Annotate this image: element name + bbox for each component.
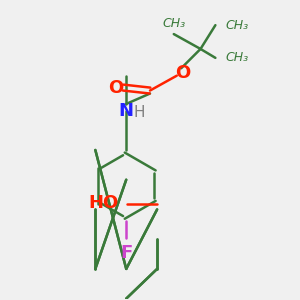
Text: CH₃: CH₃ (226, 19, 249, 32)
Text: O: O (175, 64, 190, 82)
Text: H: H (134, 105, 145, 120)
Text: CH₃: CH₃ (226, 51, 249, 64)
Text: N: N (119, 102, 134, 120)
Text: O: O (108, 79, 123, 97)
Text: CH₃: CH₃ (162, 16, 185, 30)
Text: HO: HO (88, 194, 118, 212)
Text: F: F (120, 244, 132, 262)
